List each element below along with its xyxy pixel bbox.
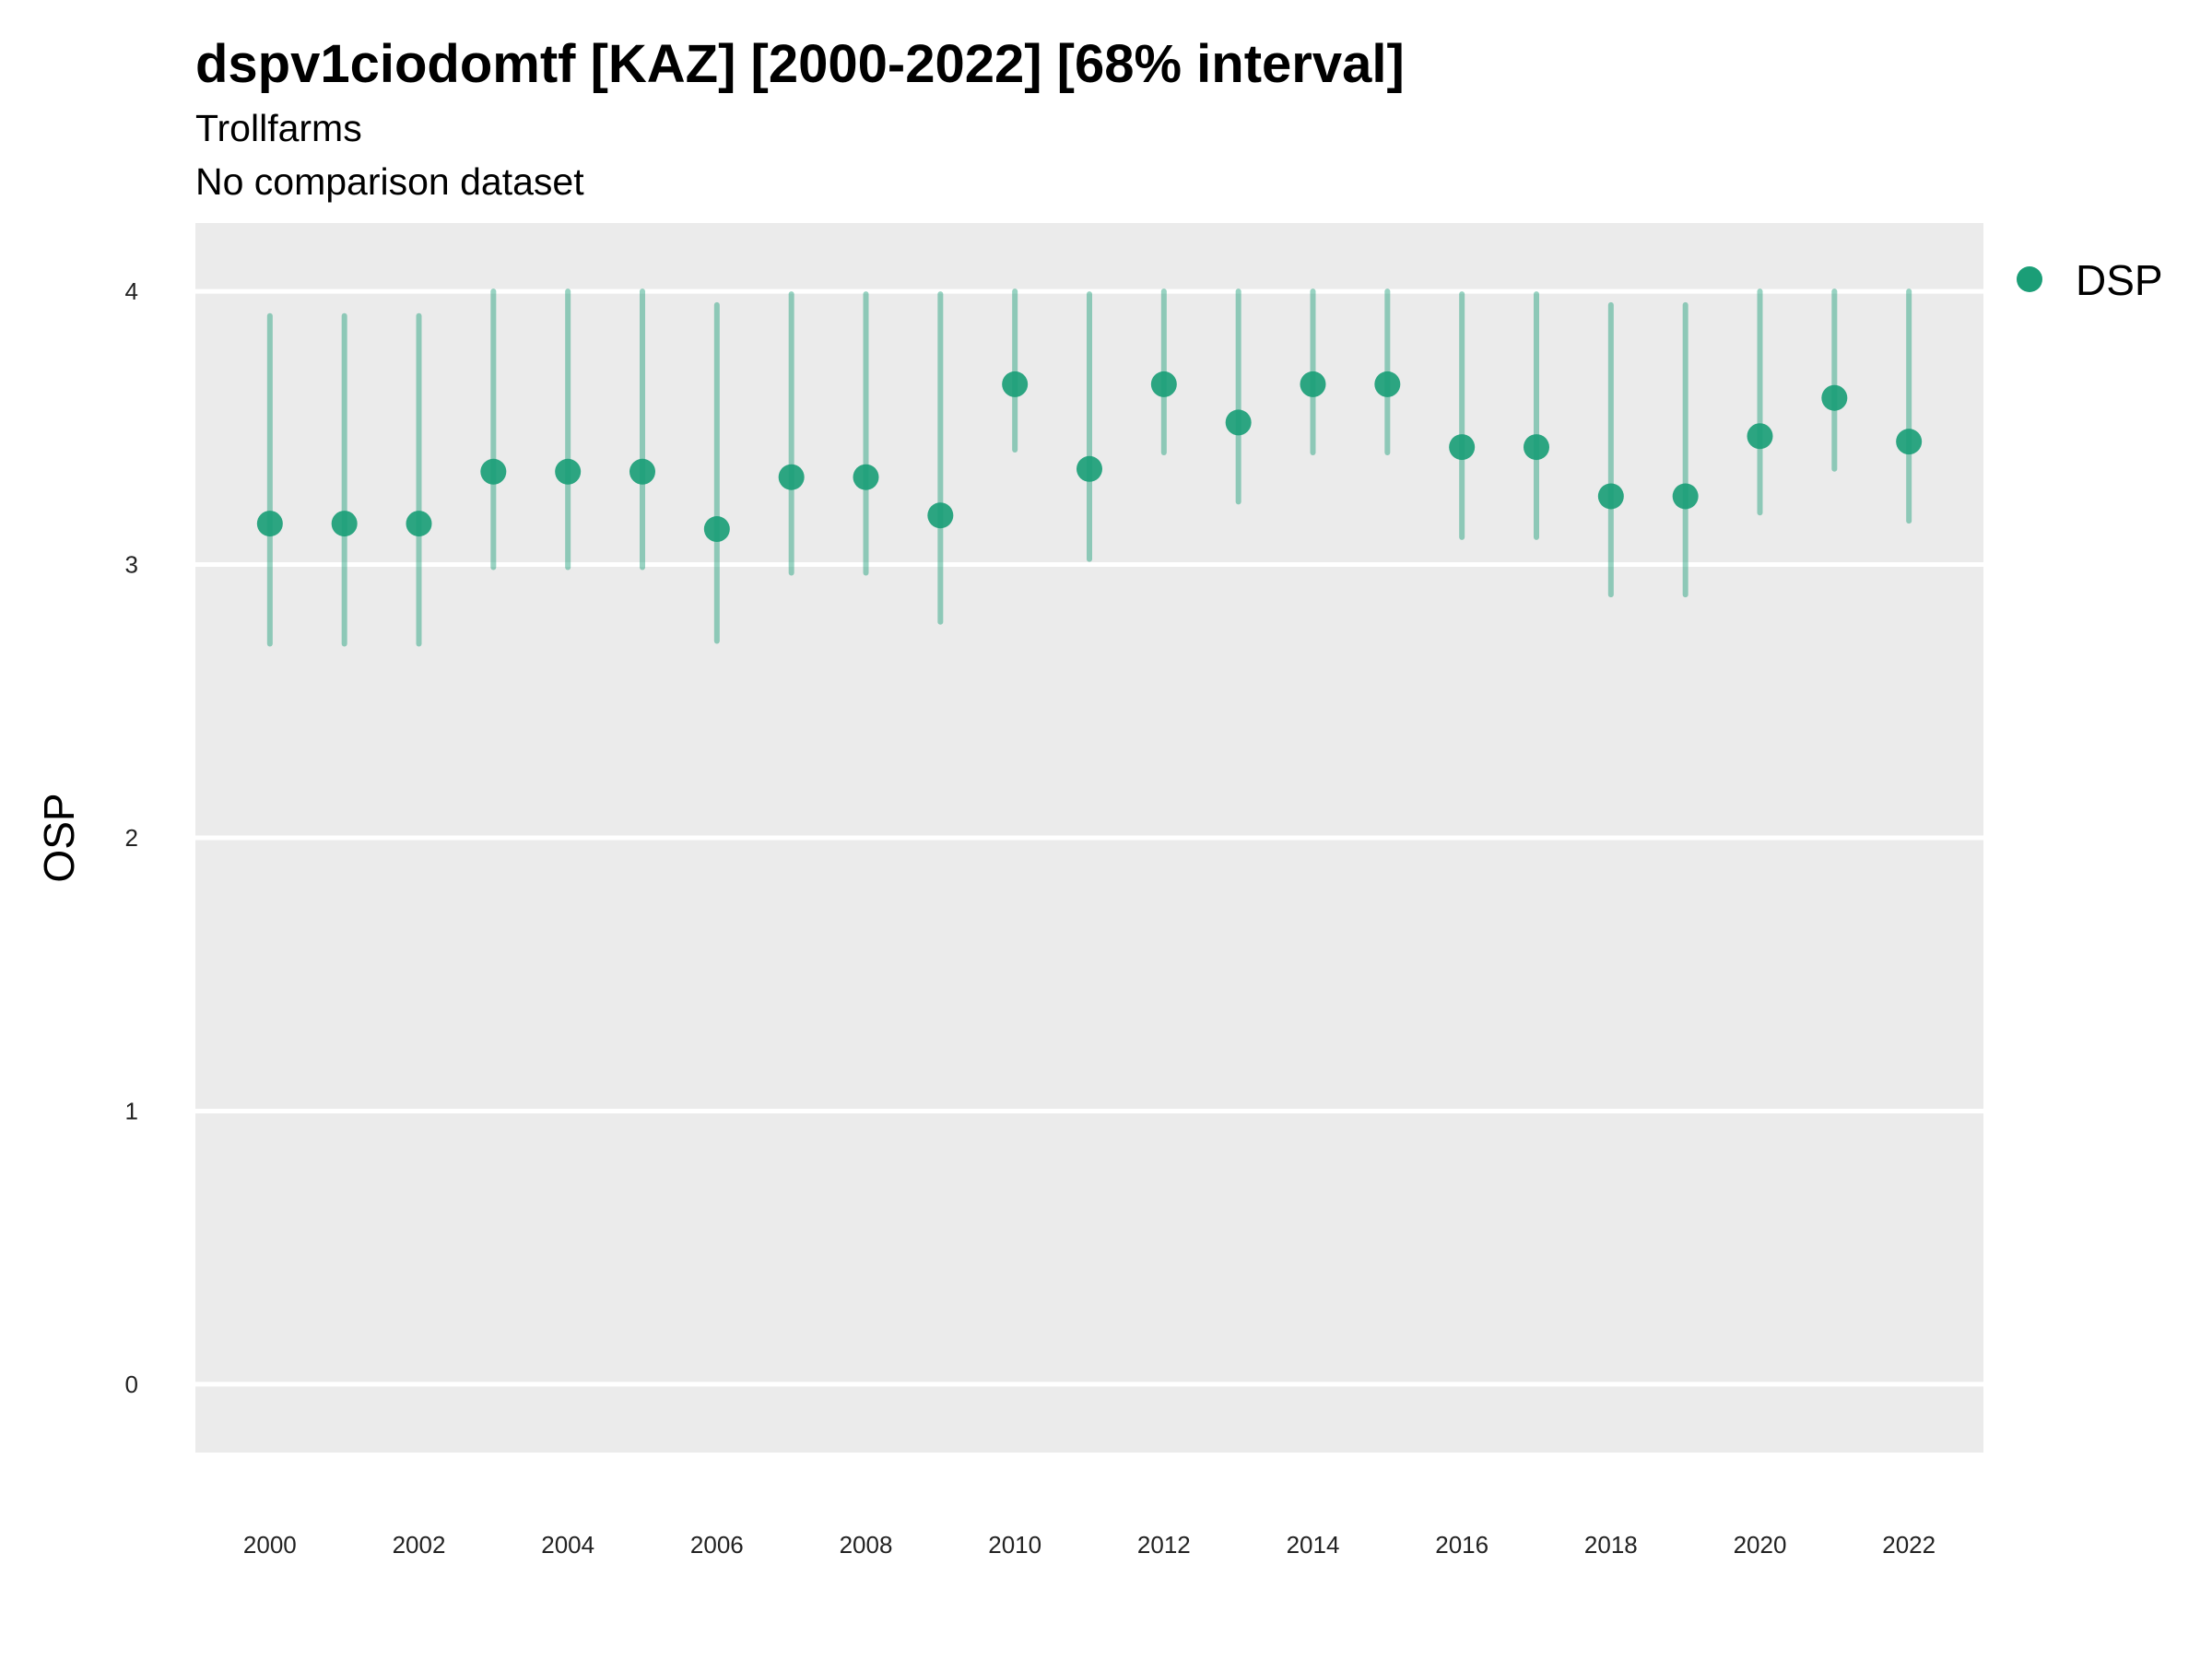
data-point-2016 xyxy=(1449,434,1476,461)
x-tick-label-2014: 2014 xyxy=(1287,1531,1340,1559)
data-point-2021 xyxy=(1821,384,1848,411)
error-bars xyxy=(266,288,1912,647)
data-point-2011 xyxy=(1077,455,1102,482)
data-points xyxy=(256,371,1923,543)
y-axis-title: OSP xyxy=(35,793,83,882)
chart-caption: No comparison dataset xyxy=(195,160,584,203)
data-point-2000 xyxy=(256,511,283,537)
x-tick-label-2002: 2002 xyxy=(393,1531,446,1559)
y-tick-label-3: 3 xyxy=(125,551,138,579)
data-point-2005 xyxy=(629,458,655,485)
data-point-2004 xyxy=(555,458,582,485)
x-tick-label-2012: 2012 xyxy=(1137,1531,1191,1559)
data-point-2003 xyxy=(480,458,507,485)
data-point-2001 xyxy=(331,511,358,537)
data-point-2009 xyxy=(927,502,954,529)
data-point-2015 xyxy=(1374,371,1401,397)
y-axis-ticks: 0 1 2 3 4 xyxy=(125,277,138,1398)
legend: DSP xyxy=(2017,256,2163,304)
x-tick-label-2000: 2000 xyxy=(243,1531,297,1559)
x-tick-label-2018: 2018 xyxy=(1584,1531,1638,1559)
x-tick-label-2020: 2020 xyxy=(1734,1531,1787,1559)
data-point-2010 xyxy=(1002,371,1029,397)
data-point-2008 xyxy=(853,464,879,490)
y-tick-label-4: 4 xyxy=(125,277,138,305)
data-point-2019 xyxy=(1672,483,1699,510)
x-tick-label-2022: 2022 xyxy=(1882,1531,1936,1559)
data-point-2013 xyxy=(1225,409,1252,436)
data-point-2017 xyxy=(1524,434,1549,461)
x-tick-label-2006: 2006 xyxy=(690,1531,744,1559)
y-tick-label-0: 0 xyxy=(125,1371,138,1398)
data-point-2006 xyxy=(703,516,730,543)
x-tick-label-2016: 2016 xyxy=(1435,1531,1488,1559)
x-tick-label-2004: 2004 xyxy=(541,1531,594,1559)
grid-lines xyxy=(195,288,1983,1387)
y-tick-label-2: 2 xyxy=(125,824,138,852)
x-tick-label-2008: 2008 xyxy=(840,1531,893,1559)
x-axis-ticks: 2000 2002 2004 2006 2008 2010 2012 2014 2016 2018… xyxy=(243,1531,1936,1559)
legend-marker xyxy=(2017,266,2042,292)
data-point-2018 xyxy=(1597,483,1624,510)
y-tick-label-1: 1 xyxy=(125,1097,138,1124)
chart-title: dspv1ciodomtf [KAZ] [2000-2022] [68% int… xyxy=(195,34,1405,94)
data-point-2014 xyxy=(1300,371,1326,397)
data-point-2020 xyxy=(1747,423,1773,450)
legend-label: DSP xyxy=(2076,256,2163,304)
data-point-2022 xyxy=(1896,429,1923,455)
data-point-2007 xyxy=(778,464,805,490)
data-point-2012 xyxy=(1150,371,1177,397)
x-tick-label-2010: 2010 xyxy=(988,1531,1041,1559)
chart-subtitle: Trollfarms xyxy=(195,107,362,149)
data-point-2002 xyxy=(406,511,432,537)
